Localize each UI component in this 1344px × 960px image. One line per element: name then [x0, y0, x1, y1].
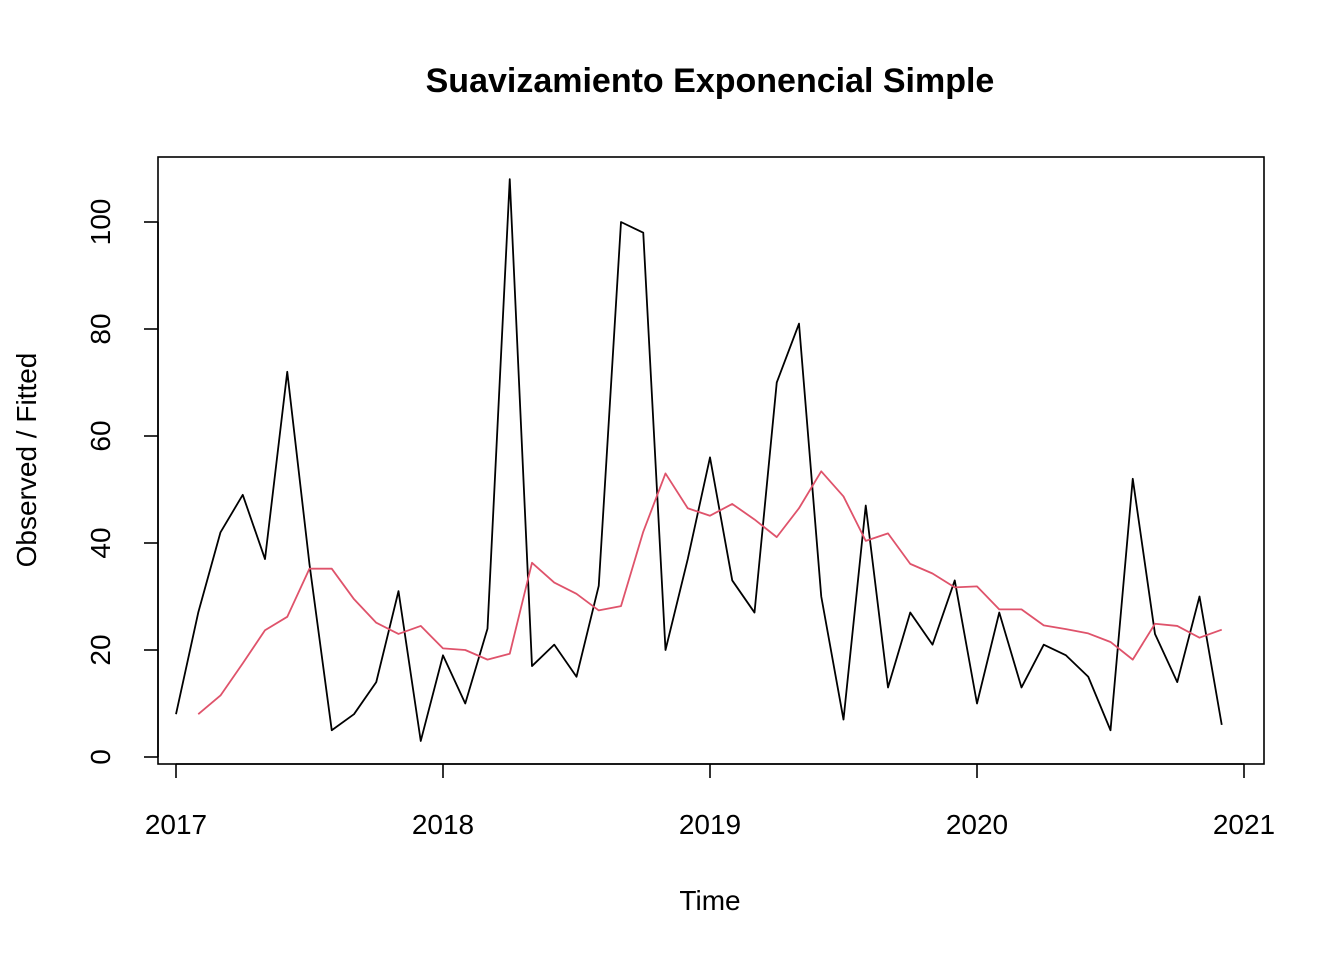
y-tick-label: 0 — [85, 749, 116, 765]
y-tick-label: 20 — [85, 634, 116, 665]
y-axis: 0 20 40 60 80 100 — [85, 199, 159, 765]
series-layer — [175, 178, 1223, 742]
y-tick-label: 60 — [85, 420, 116, 451]
series-line-fitted — [197, 470, 1223, 715]
y-axis-label: Observed / Fitted — [11, 353, 42, 568]
x-tick-label: 2021 — [1213, 809, 1275, 840]
x-tick-label: 2020 — [946, 809, 1008, 840]
series-line-observed — [175, 178, 1223, 742]
x-tick-label: 2017 — [145, 809, 207, 840]
x-axis-label: Time — [679, 885, 740, 916]
x-tick-label: 2018 — [412, 809, 474, 840]
y-tick-label: 40 — [85, 527, 116, 558]
x-tick-label: 2019 — [679, 809, 741, 840]
y-tick-label: 80 — [85, 313, 116, 344]
y-tick-label: 100 — [85, 199, 116, 246]
chart-title: Suavizamiento Exponencial Simple — [426, 62, 995, 100]
x-axis: 2017 2018 2019 2020 2021 — [145, 763, 1275, 840]
